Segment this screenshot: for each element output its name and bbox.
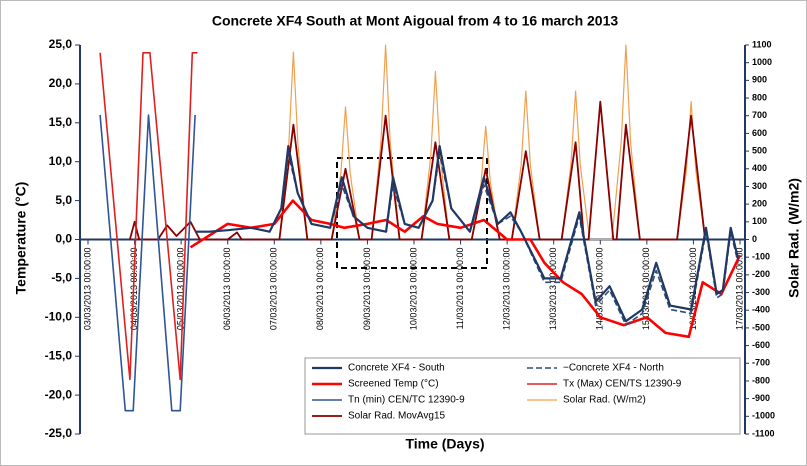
y-tick-label: 10,0 (49, 154, 73, 168)
y2-tick-label: 100 (752, 216, 767, 226)
legend-label: −Concrete XF4 - North (563, 363, 664, 374)
x-tick-label: 08/03/2013 00:00:00 (315, 248, 325, 331)
x-tick-label: 14/03/2013 00:00:00 (595, 248, 605, 331)
x-tick-label: 10/03/2013 00:00:00 (408, 248, 418, 331)
series-line (189, 199, 742, 339)
y2-tick-label: -900 (752, 393, 770, 403)
y-tick-label: 15,0 (49, 115, 73, 129)
y2-tick-label: 600 (752, 128, 767, 138)
legend-label: Solar Rad. MovAvg15 (348, 411, 446, 422)
y-tick-label: 25,0 (49, 37, 73, 51)
x-axis-label: Time (Days) (405, 436, 484, 452)
y2-tick-label: 300 (752, 181, 767, 191)
y-tick-label: -20,0 (45, 387, 73, 401)
y2-tick-label: 1100 (752, 39, 772, 49)
y-tick-label: -5,0 (51, 271, 72, 285)
legend-label: Tx (Max) CEN/TS 12390-9 (563, 379, 682, 390)
y-tick-label: 5,0 (55, 193, 72, 207)
x-tick-label: 15/03/2013 00:00:00 (641, 248, 651, 331)
x-tick-label: 05/03/2013 00:00:00 (176, 248, 186, 331)
series-line (99, 52, 198, 381)
y2-tick-label: 400 (752, 163, 767, 173)
y2-tick-label: -200 (752, 269, 770, 279)
y2-tick-label: 900 (752, 75, 767, 85)
y2-tick-label: -400 (752, 305, 770, 315)
x-tick-label: 09/03/2013 00:00:00 (362, 248, 372, 331)
y2-tick-label: 0 (752, 234, 757, 244)
y2-tick-label: -800 (752, 375, 770, 385)
y2-tick-label: -600 (752, 340, 770, 350)
x-tick-label: 06/03/2013 00:00:00 (222, 248, 232, 331)
chart-title: Concrete XF4 South at Mont Aigoual from … (212, 13, 619, 29)
x-tick-label: 03/03/2013 00:00:00 (82, 248, 92, 331)
y-tick-label: -25,0 (45, 426, 73, 440)
legend-label: Solar Rad. (W/m2) (563, 395, 646, 406)
legend-label: Tn (min) CEN/TC 12390-9 (348, 395, 465, 406)
y2-tick-label: -500 (752, 322, 770, 332)
series-line (99, 114, 196, 412)
x-tick-label: 13/03/2013 00:00:00 (548, 248, 558, 331)
y2-tick-label: 500 (752, 145, 767, 155)
y2-tick-label: 800 (752, 92, 767, 102)
y2-tick-label: -1100 (752, 428, 775, 438)
y2-tick-label: 200 (752, 199, 767, 209)
legend-label: Screened Temp (°C) (348, 379, 439, 390)
x-tick-label: 11/03/2013 00:00:00 (455, 247, 465, 329)
y2-axis-label: Solar Rad. (W/m2) (786, 178, 802, 298)
x-tick-label: 16/03/2013 00:00:00 (688, 248, 698, 331)
x-tick-label: 17/03/2013 00:00:00 (734, 248, 744, 331)
y-tick-label: 20,0 (49, 76, 73, 90)
series-line (129, 100, 706, 241)
y-tick-label: -15,0 (45, 348, 73, 362)
legend-label: Concrete XF4 - South (348, 363, 445, 374)
y-tick-label: -10,0 (45, 309, 73, 323)
y-axis-label: Temperature (°C) (13, 182, 29, 295)
y-tick-label: 0,0 (55, 232, 72, 246)
x-tick-label: 12/03/2013 00:00:00 (502, 247, 512, 330)
series-line (195, 145, 740, 323)
y2-tick-label: 700 (752, 110, 767, 120)
y2-tick-label: -300 (752, 287, 770, 297)
y2-tick-label: -100 (752, 252, 770, 262)
y2-tick-label: -700 (752, 358, 770, 368)
legend (304, 357, 741, 435)
series-line (278, 44, 706, 241)
x-tick-label: 07/03/2013 00:00:00 (269, 248, 279, 331)
y2-tick-label: 1000 (752, 57, 772, 67)
y2-tick-label: -1000 (752, 411, 775, 421)
